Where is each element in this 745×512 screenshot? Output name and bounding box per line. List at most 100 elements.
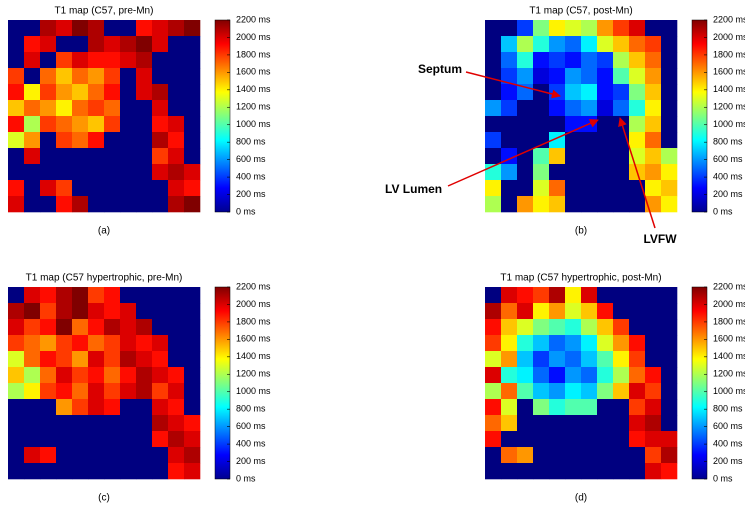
heatmap-cell — [104, 319, 121, 336]
heatmap-cell — [565, 415, 582, 432]
colorbar-tick-label: 1400 ms — [713, 351, 745, 361]
heatmap-cell — [40, 196, 57, 213]
heatmap-cell — [184, 52, 201, 69]
heatmap-cell — [72, 287, 89, 304]
heatmap-cell — [565, 52, 582, 69]
heatmap-cell — [104, 463, 121, 480]
heatmap-cell — [565, 100, 582, 117]
heatmap-cell — [549, 84, 566, 101]
heatmap-cell — [88, 100, 105, 117]
heatmap-cell — [184, 431, 201, 448]
heatmap-cell — [485, 351, 502, 368]
heatmap-cell — [613, 52, 630, 69]
heatmap-cell — [184, 180, 201, 197]
heatmap-cell — [661, 287, 678, 304]
heatmap-cell — [549, 367, 566, 384]
heatmap-cell — [597, 36, 614, 53]
heatmap-cell — [629, 303, 646, 320]
heatmap-cell — [485, 148, 502, 165]
heatmap-cell — [661, 196, 678, 213]
heatmap-cell — [136, 164, 153, 181]
heatmap-cell — [661, 132, 678, 149]
heatmap-cell — [629, 52, 646, 69]
heatmap-cell — [24, 164, 41, 181]
heatmap-cell — [8, 351, 25, 368]
heatmap-cell — [549, 100, 566, 117]
heatmap-cell — [485, 319, 502, 336]
heatmap-cell — [168, 20, 185, 37]
heatmap-cell — [8, 415, 25, 432]
heatmap-cell — [517, 463, 534, 480]
heatmap-cell — [501, 196, 518, 213]
heatmap-cell — [136, 196, 153, 213]
heatmap-cell — [629, 287, 646, 304]
heatmap-cell — [72, 415, 89, 432]
heatmap-cell — [104, 100, 121, 117]
annotation: Septum — [418, 62, 462, 76]
heatmap-cell — [120, 100, 137, 117]
heatmap-cell — [40, 319, 57, 336]
panel-caption: (a) — [98, 226, 110, 237]
heatmap-cell — [517, 383, 534, 400]
heatmap-cell — [8, 84, 25, 101]
heatmap-cell — [613, 116, 630, 133]
heatmap-cell — [152, 36, 169, 53]
heatmap-cell — [517, 196, 534, 213]
heatmap-cell — [136, 463, 153, 480]
colorbar-tick-label: 200 ms — [236, 189, 266, 199]
heatmap-cell — [597, 180, 614, 197]
heatmap-cell — [533, 351, 550, 368]
heatmap-cell — [136, 287, 153, 304]
heatmap-cell — [565, 132, 582, 149]
heatmap-cell — [136, 100, 153, 117]
heatmap-cell — [501, 84, 518, 101]
colorbar-tick-label: 1800 ms — [713, 316, 745, 326]
heatmap-cell — [56, 68, 73, 85]
heatmap-cell — [581, 52, 598, 69]
heatmap-cell — [645, 287, 662, 304]
heatmap-cell — [645, 447, 662, 464]
heatmap-cell — [24, 116, 41, 133]
heatmap-cell — [136, 132, 153, 149]
heatmap-cell — [517, 132, 534, 149]
heatmap-cell — [104, 148, 121, 165]
heatmap-cell — [597, 431, 614, 448]
heatmap-cell — [72, 367, 89, 384]
heatmap-cell — [8, 447, 25, 464]
heatmap-cell — [485, 431, 502, 448]
heatmap-cell — [629, 20, 646, 37]
heatmap-cell — [501, 367, 518, 384]
heatmap-cell — [88, 68, 105, 85]
panel-title: T1 map (C57, pre-Mn) — [55, 6, 154, 17]
heatmap-cell — [40, 303, 57, 320]
colorbar-tick-label: 800 ms — [236, 404, 266, 414]
heatmap-cell — [629, 132, 646, 149]
heatmap-cell — [72, 319, 89, 336]
colorbar-tick-label: 1000 ms — [713, 386, 745, 396]
colorbar-tick-label: 1600 ms — [713, 67, 745, 77]
heatmap-cell — [184, 367, 201, 384]
heatmap-cell — [597, 20, 614, 37]
heatmap-cell — [613, 447, 630, 464]
heatmap-cell — [24, 367, 41, 384]
heatmap-cell — [168, 463, 185, 480]
heatmap-cell — [8, 148, 25, 165]
heatmap-cell — [72, 132, 89, 149]
colorbar-tick-label: 1600 ms — [713, 334, 745, 344]
colorbar-tick-label: 0 ms — [236, 206, 256, 216]
heatmap-cell — [120, 36, 137, 53]
heatmap-cell — [485, 36, 502, 53]
heatmap-cell — [597, 335, 614, 352]
heatmap-cell — [56, 36, 73, 53]
heatmap-cell — [661, 383, 678, 400]
heatmap-cell — [613, 84, 630, 101]
heatmap-cell — [661, 116, 678, 133]
heatmap-cell — [152, 180, 169, 197]
heatmap-cell — [581, 20, 598, 37]
heatmap-cell — [533, 399, 550, 416]
heatmap-cell — [104, 164, 121, 181]
heatmap-cell — [581, 447, 598, 464]
heatmap-cell — [565, 148, 582, 165]
heatmap-cell — [8, 431, 25, 448]
